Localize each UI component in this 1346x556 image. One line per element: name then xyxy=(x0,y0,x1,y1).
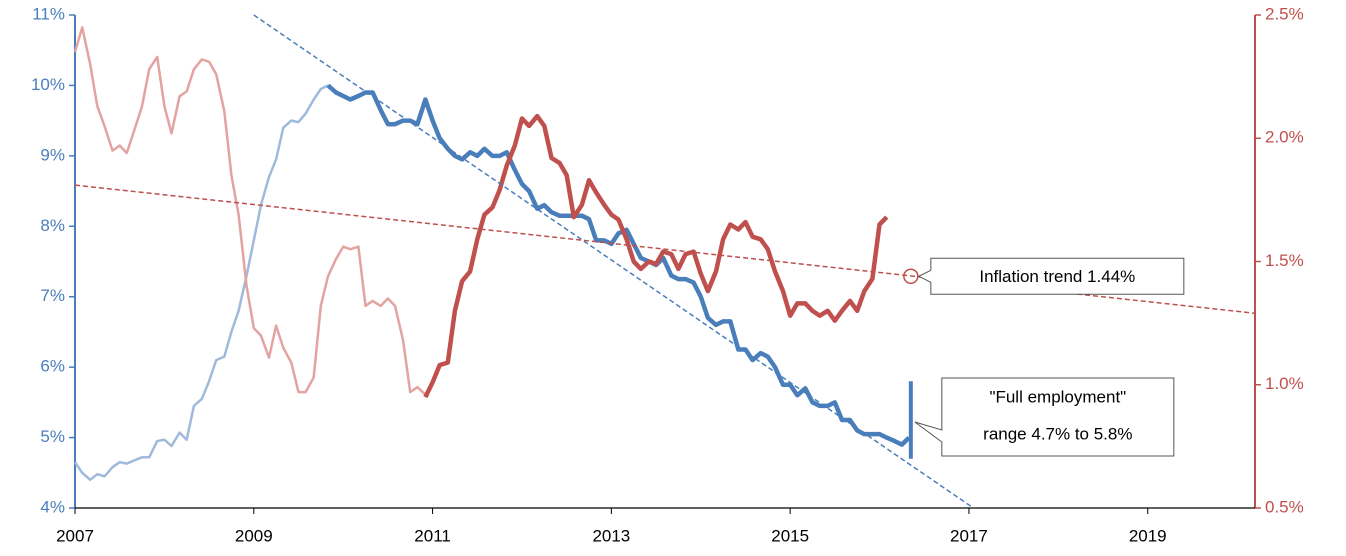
series-line xyxy=(326,83,911,447)
y-tick-label: 5% xyxy=(40,427,65,446)
y-tick-label: 9% xyxy=(40,145,65,164)
trend-line xyxy=(74,184,1256,315)
callout-text: "Full employment" xyxy=(989,387,1126,406)
y-tick-label: 4% xyxy=(40,497,65,516)
y2-tick-label: 1.0% xyxy=(1265,374,1304,393)
callout-text: Inflation trend 1.44% xyxy=(979,267,1135,286)
y2-tick-label: 2.0% xyxy=(1265,128,1304,147)
y2-tick-label: 1.5% xyxy=(1265,251,1304,270)
callout-box xyxy=(914,377,1175,457)
callout-text: range 4.7% to 5.8% xyxy=(983,424,1132,443)
y-tick-label: 10% xyxy=(31,75,65,94)
x-tick-label: 2015 xyxy=(771,526,809,545)
x-tick-label: 2007 xyxy=(56,526,94,545)
y-tick-label: 7% xyxy=(40,286,65,305)
y-tick-label: 11% xyxy=(32,4,65,23)
y2-tick-label: 0.5% xyxy=(1265,497,1304,516)
series-line xyxy=(73,84,329,482)
y-tick-label: 8% xyxy=(40,216,65,235)
y-tick-label: 6% xyxy=(40,357,65,376)
y2-tick-label: 2.5% xyxy=(1265,4,1304,23)
x-tick-label: 2017 xyxy=(950,526,988,545)
series-line xyxy=(423,113,889,399)
x-tick-label: 2019 xyxy=(1129,526,1167,545)
series-line xyxy=(73,26,427,396)
x-tick-label: 2013 xyxy=(592,526,630,545)
trend-line xyxy=(253,14,974,509)
callout-box xyxy=(917,257,1185,295)
x-tick-label: 2011 xyxy=(414,526,451,545)
x-tick-label: 2009 xyxy=(235,526,273,545)
